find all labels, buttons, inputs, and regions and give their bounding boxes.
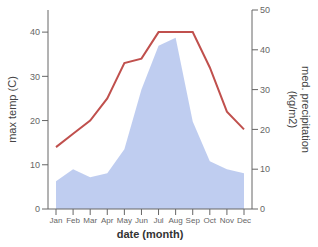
svg-text:0: 0 bbox=[260, 204, 265, 214]
svg-text:Nov: Nov bbox=[220, 216, 234, 225]
svg-text:Aug: Aug bbox=[169, 216, 183, 225]
svg-text:Dec: Dec bbox=[237, 216, 251, 225]
svg-text:30: 30 bbox=[260, 85, 270, 95]
svg-text:max temp (C): max temp (C) bbox=[8, 76, 18, 143]
svg-text:Jun: Jun bbox=[135, 216, 148, 225]
svg-text:Apr: Apr bbox=[101, 216, 114, 225]
svg-text:May: May bbox=[117, 216, 132, 225]
svg-text:date (month): date (month) bbox=[117, 228, 184, 240]
svg-text:20: 20 bbox=[260, 125, 270, 135]
svg-text:Jul: Jul bbox=[153, 216, 163, 225]
svg-text:Sep: Sep bbox=[186, 216, 201, 225]
svg-text:40: 40 bbox=[30, 27, 40, 37]
svg-text:20: 20 bbox=[30, 116, 40, 126]
svg-text:Oct: Oct bbox=[204, 216, 217, 225]
svg-text:50: 50 bbox=[260, 5, 270, 15]
svg-text:10: 10 bbox=[30, 160, 40, 170]
svg-text:30: 30 bbox=[30, 72, 40, 82]
svg-text:Feb: Feb bbox=[66, 216, 80, 225]
svg-text:med. precipitation(kg/m2): med. precipitation(kg/m2) bbox=[287, 66, 310, 153]
svg-text:Mar: Mar bbox=[83, 216, 97, 225]
svg-text:10: 10 bbox=[260, 164, 270, 174]
svg-text:Jan: Jan bbox=[50, 216, 63, 225]
svg-text:0: 0 bbox=[35, 204, 40, 214]
svg-text:40: 40 bbox=[260, 45, 270, 55]
